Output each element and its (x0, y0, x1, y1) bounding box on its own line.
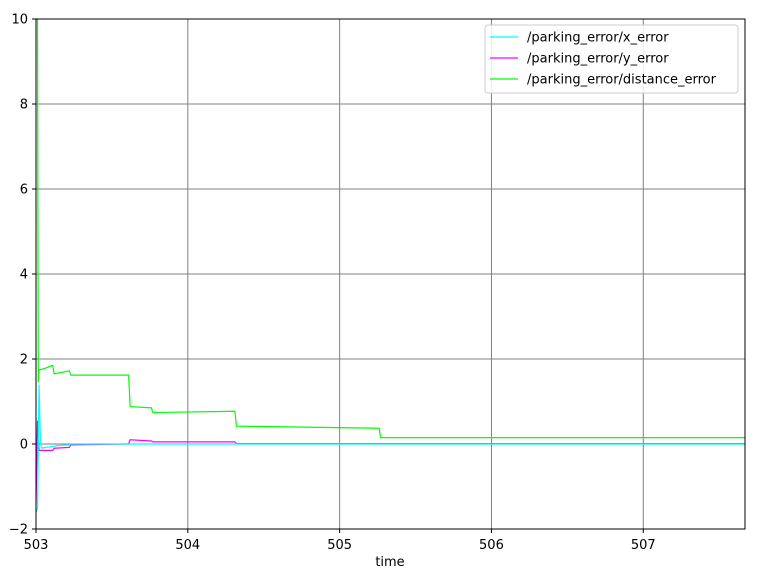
y-tick-label: 4 (20, 268, 28, 283)
x-tick-label: 507 (631, 538, 656, 553)
axis-ticks: 503 504 505 506 507 −2 0 2 4 6 8 10 (9, 13, 656, 554)
x-tick-label: 503 (24, 538, 49, 553)
y-tick-label: 10 (11, 13, 28, 28)
x-tick-label: 506 (479, 538, 504, 553)
legend-box (484, 24, 739, 94)
y-tick-label: −2 (9, 523, 28, 538)
legend-label: /parking_error/y_error (527, 52, 669, 67)
x-tick-label: 505 (327, 538, 352, 553)
y-tick-label: 8 (20, 98, 28, 113)
series-line-2 (36, 19, 745, 439)
x-axis-label: time (375, 555, 404, 568)
legend: /parking_error/x_error/parking_error/y_e… (484, 24, 739, 94)
y-tick-label: 6 (20, 183, 28, 198)
x-tick-label: 504 (175, 538, 200, 553)
series-line-1 (36, 420, 745, 504)
legend-label: /parking_error/distance_error (527, 73, 717, 88)
series-lines (36, 19, 745, 513)
series-line-0 (36, 384, 745, 513)
y-tick-label: 2 (20, 353, 28, 368)
y-tick-label: 0 (20, 438, 28, 453)
legend-label: /parking_error/x_error (527, 31, 669, 46)
grid-lines (35, 18, 745, 530)
